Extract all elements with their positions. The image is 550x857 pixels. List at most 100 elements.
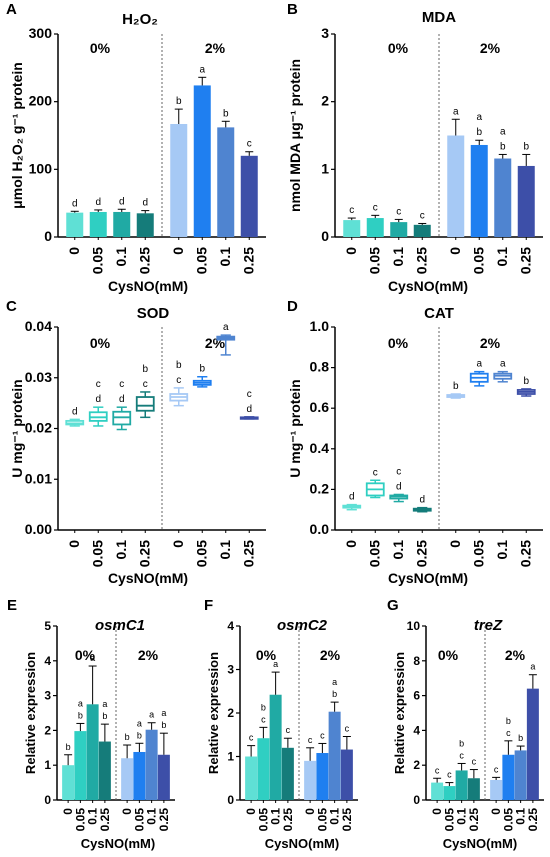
significance-letter: b [125, 732, 130, 742]
bar [269, 694, 282, 800]
bar [66, 212, 84, 237]
y-tick-label: 2 [413, 758, 420, 772]
panel-label: D [287, 298, 298, 315]
significance-letter: c [308, 735, 313, 745]
significance-letter: a [332, 677, 337, 687]
significance-letter: d [349, 492, 355, 503]
significance-letter: b [66, 742, 71, 752]
significance-letter: b [78, 710, 83, 720]
chart-title: H₂O₂ [122, 11, 158, 28]
bar [413, 224, 431, 237]
significance-letter: b [518, 733, 523, 743]
x-tick-label: 0.05 [89, 247, 105, 274]
x-tick-label: 0.1 [390, 540, 406, 560]
group-label: 0% [388, 335, 409, 351]
bar [193, 85, 211, 237]
significance-letter: d [95, 394, 101, 405]
significance-letter: b [223, 108, 229, 119]
bar [121, 758, 134, 800]
bar [467, 778, 480, 800]
x-tick-label: 0.05 [132, 808, 146, 832]
bar [89, 211, 107, 237]
chart-title: osmC1 [95, 617, 145, 634]
x-tick-label: 0.05 [193, 247, 209, 274]
x-tick-label: 0.25 [240, 247, 256, 274]
y-tick-label: 0.02 [25, 420, 52, 436]
x-tick-label: 0.1 [113, 247, 129, 267]
y-tick-label: 2 [227, 706, 234, 720]
significance-letter: b [476, 127, 482, 138]
x-tick-label: 0.25 [98, 808, 112, 832]
bar [447, 135, 465, 237]
x-axis-label: CysNO(mM) [388, 570, 468, 586]
chart-title: osmC2 [277, 617, 328, 634]
x-axis-label: CysNO(mM) [388, 278, 468, 294]
x-tick-label: 0.05 [470, 247, 486, 274]
significance-letter: d [246, 404, 252, 415]
significance-letter: c [447, 770, 452, 780]
significance-letter: a [102, 699, 107, 709]
significance-letter: d [142, 198, 148, 209]
y-tick-label: 5 [44, 619, 51, 633]
x-tick-label: 0.1 [455, 808, 469, 825]
group-label: 2% [480, 40, 501, 56]
panel-label: E [7, 597, 17, 614]
x-tick-label: 0.05 [73, 808, 87, 832]
x-axis-label: CysNO(mM) [108, 570, 188, 586]
x-tick-label: 0 [66, 247, 82, 255]
significance-letter: b [500, 141, 506, 152]
y-tick-label: 0.04 [25, 318, 52, 334]
significance-letter: a [223, 322, 229, 333]
x-tick-label: 0.1 [86, 808, 100, 825]
panel-label: G [387, 597, 399, 614]
bar [74, 731, 87, 800]
bar [390, 222, 408, 237]
y-tick-label: 2 [321, 93, 329, 109]
y-tick-label: 100 [29, 160, 53, 176]
bar [470, 144, 488, 237]
bar [526, 688, 539, 800]
y-tick-label: 0 [44, 793, 51, 807]
significance-letter: c [349, 205, 354, 216]
x-tick-label: 0.25 [157, 808, 171, 832]
x-tick-label: 0.05 [366, 540, 382, 567]
significance-letter: b [332, 689, 337, 699]
x-tick-label: 0.25 [340, 808, 354, 832]
significance-letter: c [435, 765, 440, 775]
bar [494, 158, 512, 237]
bar [240, 155, 258, 237]
panel-label: C [6, 298, 17, 315]
bar [340, 749, 353, 800]
group-label: 0% [90, 40, 111, 56]
significance-letter: d [72, 406, 78, 417]
significance-letter: a [149, 710, 154, 720]
bar [113, 211, 131, 237]
y-axis-label: U mg⁻¹ protein [287, 379, 303, 477]
y-tick-label: 4 [44, 654, 51, 668]
bar [328, 711, 341, 800]
significance-letter: c [345, 723, 350, 733]
significance-letter: b [523, 376, 529, 387]
bar [304, 760, 317, 800]
y-tick-label: 8 [413, 654, 420, 668]
significance-letter: b [506, 716, 511, 726]
significance-letter: c [373, 202, 378, 213]
y-tick-label: 6 [413, 689, 420, 703]
significance-letter: a [199, 64, 205, 75]
y-tick-label: 0 [413, 793, 420, 807]
x-tick-label: 0 [66, 540, 82, 548]
significance-letter: c [176, 375, 181, 386]
x-tick-label: 0.1 [328, 808, 342, 825]
bar [170, 123, 188, 237]
significance-letter: a [500, 126, 506, 137]
group-label: 0% [75, 647, 96, 663]
x-axis-label: CysNO(mM) [443, 836, 517, 851]
group-label: 2% [505, 647, 526, 663]
x-tick-label: 0 [170, 247, 186, 255]
group-label: 2% [138, 647, 159, 663]
significance-letter: a [530, 662, 535, 672]
bar [455, 770, 468, 800]
x-tick-label: 0 [244, 808, 258, 815]
